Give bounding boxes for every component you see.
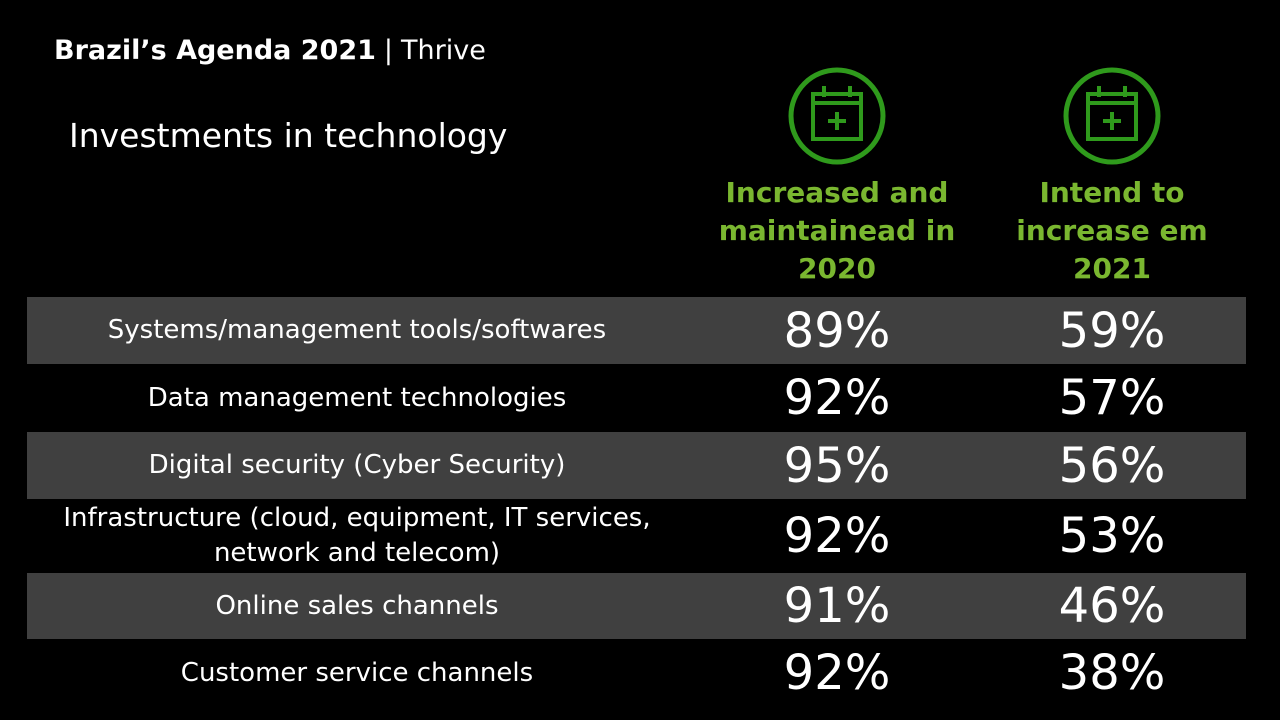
row-category: Systems/management tools/softwares — [107, 315, 607, 345]
column-label: Increased and maintainead in 2020 — [718, 176, 956, 285]
table-row: Digital security (Cyber Security) 95% 56… — [27, 432, 1246, 499]
value-2020: 92% — [783, 370, 891, 426]
value-2021: 56% — [1058, 437, 1166, 494]
row-category: Data management technologies — [147, 382, 567, 413]
header-separator: | — [383, 35, 394, 66]
value-2020: 91% — [783, 578, 891, 634]
slide-header: Brazil’s Agenda 2021 | Thrive — [54, 33, 486, 69]
value-2020: 89% — [783, 302, 891, 359]
value-2021: 38% — [1058, 645, 1166, 701]
value-2020: 95% — [783, 437, 891, 494]
table-row: Infrastructure (cloud, equipment, IT ser… — [27, 499, 1246, 573]
value-2021: 57% — [1058, 370, 1166, 426]
table-row: Online sales channels 91% 46% — [27, 573, 1246, 639]
table-row: Data management technologies 92% 57% — [27, 364, 1246, 432]
header-brand: Brazil’s Agenda 2021 — [54, 35, 376, 66]
page-title: Investments in technology — [69, 116, 508, 155]
calendar-plus-icon — [1062, 66, 1162, 166]
row-category: Customer service channels — [180, 657, 534, 688]
column-header-2020: Increased and maintainead in 2020 — [697, 66, 977, 288]
table-row: Systems/management tools/softwares 89% 5… — [27, 297, 1246, 364]
header-subtitle: Thrive — [401, 35, 486, 66]
table-row: Customer service channels 92% 38% — [27, 639, 1246, 707]
value-2020: 92% — [783, 508, 891, 564]
calendar-plus-icon — [787, 66, 887, 166]
column-header-2021: Intend to increase em 2021 — [972, 66, 1252, 288]
value-2021: 46% — [1058, 578, 1166, 634]
row-category: Online sales channels — [215, 590, 499, 621]
row-category: Digital security (Cyber Security) — [148, 450, 566, 480]
investment-table: Systems/management tools/softwares 89% 5… — [27, 297, 1246, 707]
column-label: Intend to increase em 2021 — [1016, 176, 1208, 285]
value-2021: 53% — [1058, 508, 1166, 564]
row-category: Infrastructure (cloud, equipment, IT ser… — [63, 503, 651, 568]
value-2020: 92% — [783, 645, 891, 701]
value-2021: 59% — [1058, 302, 1166, 359]
